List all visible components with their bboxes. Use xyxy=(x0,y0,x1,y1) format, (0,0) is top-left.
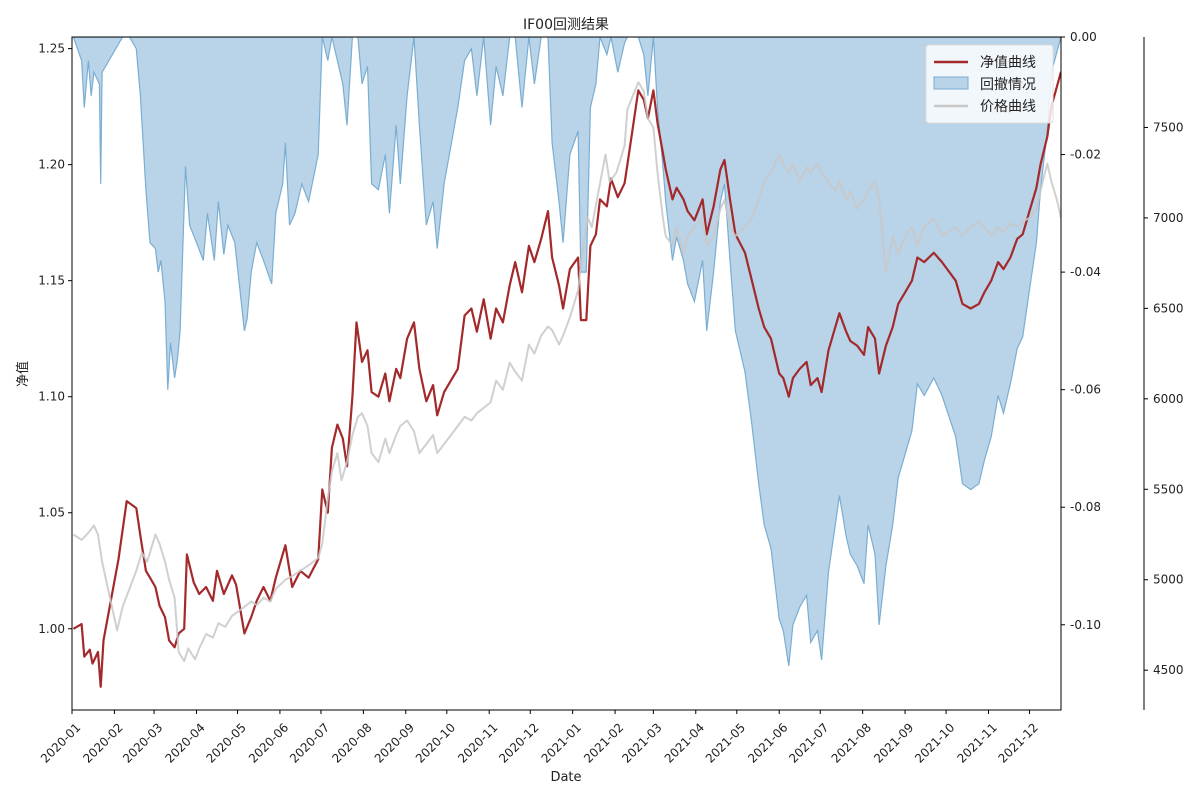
legend-price-label: 价格曲线 xyxy=(980,99,1036,115)
y-price-tick-label: 4500 xyxy=(1153,663,1184,677)
x-tick-label: 2021-04 xyxy=(662,720,707,765)
y-drawdown-tick-label: 0.00 xyxy=(1070,30,1097,44)
x-tick-label: 2020-06 xyxy=(246,720,291,765)
x-tick-label: 2021-10 xyxy=(912,720,957,765)
y-drawdown-tick-label: -0.06 xyxy=(1070,383,1101,397)
x-tick-label: 2020-08 xyxy=(329,720,374,765)
x-tick-label: 2020-10 xyxy=(413,720,458,765)
y-price-tick-label: 6000 xyxy=(1153,392,1184,406)
x-tick-label: 2021-11 xyxy=(954,720,999,765)
legend-nav-label: 净值曲线 xyxy=(980,55,1036,71)
x-tick-label: 2020-07 xyxy=(287,720,332,765)
x-tick-label: 2021-07 xyxy=(786,720,831,765)
x-tick-label: 2020-09 xyxy=(372,720,417,765)
x-tick-label: 2021-09 xyxy=(871,720,916,765)
y-price-tick-label: 7500 xyxy=(1153,120,1184,134)
y-left-tick-label: 1.00 xyxy=(38,622,65,636)
x-tick-label: 2021-12 xyxy=(996,720,1041,765)
y-price-tick-label: 5000 xyxy=(1153,573,1184,587)
x-tick-label: 2020-03 xyxy=(120,720,165,765)
y-price-tick-label: 5500 xyxy=(1153,482,1184,496)
y-price-tick-label: 7000 xyxy=(1153,211,1184,225)
y-left-tick-label: 1.25 xyxy=(38,42,65,56)
plot-area xyxy=(72,37,1061,688)
y-axis-title: 净值 xyxy=(15,361,31,387)
legend-drawdown-swatch xyxy=(933,76,969,90)
price-line xyxy=(72,81,1061,663)
x-tick-label: 2020-04 xyxy=(162,720,207,765)
drawdown-area xyxy=(72,37,1061,666)
y-drawdown-tick-label: -0.10 xyxy=(1070,618,1101,632)
x-tick-label: 2021-06 xyxy=(745,720,790,765)
y-left-tick-label: 1.10 xyxy=(38,390,65,404)
y-drawdown-tick-label: -0.02 xyxy=(1070,148,1101,162)
y-left-tick-label: 1.15 xyxy=(38,274,65,288)
y-left-tick-label: 1.20 xyxy=(38,158,65,172)
y-drawdown-tick-label: -0.04 xyxy=(1070,265,1101,279)
legend: 净值曲线 回撤情况 价格曲线 xyxy=(925,44,1054,124)
plot-frame xyxy=(71,36,1062,711)
x-tick-label: 2021-08 xyxy=(829,720,874,765)
x-tick-label: 2020-05 xyxy=(204,720,249,765)
x-tick-label: 2020-11 xyxy=(455,720,500,765)
x-tick-label: 2020-02 xyxy=(80,720,125,765)
x-tick-label: 2021-02 xyxy=(581,720,626,765)
y-left-tick-label: 1.05 xyxy=(38,506,65,520)
x-tick-label: 2021-05 xyxy=(703,720,748,765)
y-drawdown-tick-label: -0.08 xyxy=(1070,500,1101,514)
x-tick-label: 2021-03 xyxy=(619,720,664,765)
nav-line xyxy=(72,71,1061,688)
legend-drawdown-label: 回撤情况 xyxy=(980,77,1036,93)
chart-title: IF00回测结果 xyxy=(523,17,609,33)
x-tick-label: 2020-01 xyxy=(38,720,83,765)
x-tick-label: 2021-01 xyxy=(539,720,584,765)
y-price-tick-label: 6500 xyxy=(1153,301,1184,315)
x-tick-label: 2020-12 xyxy=(496,720,541,765)
x-axis-title: Date xyxy=(550,770,581,785)
legend-box xyxy=(925,44,1054,124)
